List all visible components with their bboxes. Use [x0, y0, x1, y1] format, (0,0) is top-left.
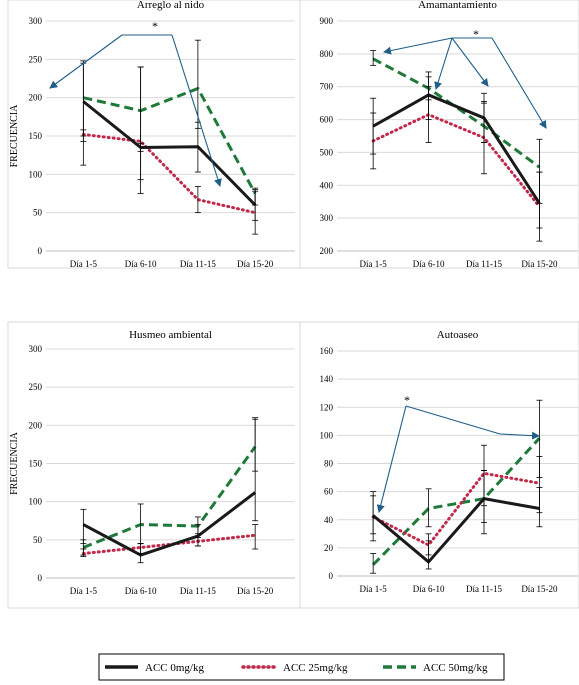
series-line-25mg [371, 113, 541, 209]
y-tick-label: 500 [320, 147, 334, 157]
y-axis-label: FRECUENCIA [9, 431, 20, 495]
chart-title: Autoaseo [437, 329, 479, 341]
legend-label: ACC 0mg/kg [145, 662, 204, 674]
series-line-0mg [82, 100, 257, 207]
y-tick-label: 250 [29, 54, 43, 64]
legend-box [98, 653, 505, 681]
chart-2: Amamantamiento 200 300 400 500 600 700 800 900 Dí… [299, 0, 579, 269]
y-tick-label: 300 [29, 16, 43, 26]
y-tick-label: 160 [320, 346, 334, 356]
chart-frame [299, 321, 579, 609]
y-tick-label: 200 [29, 93, 43, 103]
y-tick-label: 250 [29, 382, 43, 392]
y-tick-label: 0 [38, 573, 43, 583]
chart-frame [7, 321, 301, 609]
y-tick-label: 120 [320, 402, 334, 412]
series-line-50mg [83, 86, 257, 195]
legend: ACC 0mg/kg ACC 25mg/kg ACC 50mg/kg [98, 653, 505, 681]
significance-arrow [376, 405, 407, 513]
x-tick-label: Día 15-20 [237, 586, 274, 596]
significance-bracket [405, 405, 501, 435]
series-line-25mg [81, 132, 257, 215]
chart-4: Autoaseo 0 20 40 60 80 100 120 140 160 Día 1-5 Día … [299, 321, 579, 609]
x-tick-label: Día 1-5 [70, 586, 98, 596]
y-tick-label: 150 [29, 459, 43, 469]
x-tick-label: Día 11-15 [180, 586, 216, 596]
y-tick-label: 300 [320, 213, 334, 223]
y-tick-label: 400 [320, 180, 334, 190]
legend-label: ACC 25mg/kg [283, 662, 348, 674]
series-line-0mg [372, 93, 541, 205]
significance-arrow [383, 37, 453, 55]
y-axis-label: FRECUENCIA [9, 104, 20, 168]
x-tick-label: Día 15-20 [237, 259, 274, 269]
y-tick-label: 100 [29, 497, 43, 507]
y-tick-label: 50 [33, 208, 43, 218]
y-tick-label: 140 [320, 374, 334, 384]
y-tick-label: 40 [324, 515, 334, 525]
series-line-25mg [371, 471, 541, 547]
y-tick-label: 600 [320, 115, 334, 125]
legend-label: ACC 50mg/kg [423, 662, 488, 674]
significance-asterisk: * [473, 27, 479, 41]
series-line-50mg [82, 445, 257, 549]
chart-title: Arreglo al nido [137, 0, 205, 11]
x-tick-label: Día 11-15 [466, 584, 502, 594]
y-tick-label: 0 [329, 571, 334, 581]
y-tick-label: 700 [320, 82, 334, 92]
significance-arrow [451, 37, 489, 87]
x-tick-label: Día 11-15 [180, 259, 216, 269]
chart-title: Husmeo ambiental [129, 329, 212, 341]
significance-asterisk: * [152, 19, 158, 33]
y-tick-label: 0 [38, 246, 43, 256]
x-tick-label: Día 1-5 [70, 259, 98, 269]
y-tick-label: 150 [29, 131, 43, 141]
significance-arrow [171, 34, 222, 187]
chart-3: Husmeo ambiental FRECUENCIA 0 50 100 150 200 25… [7, 321, 301, 609]
x-tick-label: Día 1-5 [360, 584, 388, 594]
x-tick-label: Día 6-10 [413, 259, 445, 269]
y-tick-label: 200 [29, 420, 43, 430]
x-tick-label: Día 15-20 [521, 259, 558, 269]
series-line-50mg [372, 437, 541, 566]
y-tick-label: 800 [320, 49, 334, 59]
x-tick-label: Día 11-15 [466, 259, 502, 269]
y-tick-label: 20 [324, 543, 334, 553]
y-tick-label: 80 [324, 459, 334, 469]
series-line-0mg [82, 491, 257, 557]
y-tick-label: 900 [320, 16, 334, 26]
x-tick-label: Día 6-10 [125, 259, 157, 269]
x-tick-label: Día 15-20 [521, 584, 558, 594]
significance-arrow [49, 34, 123, 89]
y-tick-label: 200 [320, 246, 334, 256]
y-tick-label: 50 [33, 535, 43, 545]
y-tick-label: 60 [324, 487, 334, 497]
chart-1: Arreglo al nido FRECUENCIA 0 50 100 150 200 250… [7, 0, 301, 269]
chart-frame [299, 0, 579, 269]
y-tick-label: 100 [29, 169, 43, 179]
y-tick-label: 100 [320, 430, 334, 440]
y-tick-label: 300 [29, 344, 43, 354]
chart-title: Amamantamiento [418, 0, 497, 11]
x-tick-label: Día 1-5 [360, 259, 388, 269]
series-line-0mg [372, 497, 540, 564]
significance-arrow [434, 37, 453, 90]
series-line-50mg [372, 57, 541, 169]
x-tick-label: Día 6-10 [413, 584, 445, 594]
x-tick-label: Día 6-10 [125, 586, 157, 596]
significance-arrow [499, 431, 540, 440]
significance-asterisk: * [404, 393, 410, 407]
significance-arrow [491, 37, 547, 129]
chart-frame [7, 0, 301, 269]
